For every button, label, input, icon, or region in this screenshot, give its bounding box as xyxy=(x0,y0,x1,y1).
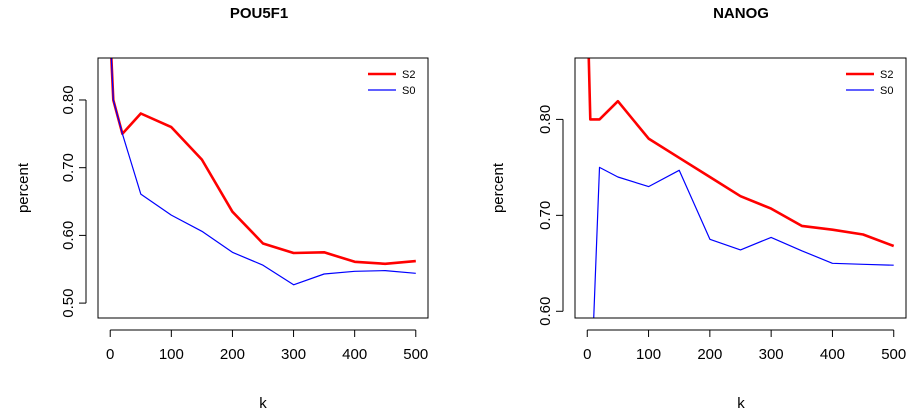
x-tick-label: 300 xyxy=(281,346,306,363)
x-tick-label: 100 xyxy=(159,346,184,363)
legend-label-S0: S0 xyxy=(880,85,893,97)
y-tick-label: 0.60 xyxy=(60,221,77,250)
x-tick-label: 200 xyxy=(220,346,245,363)
x-tick-label: 400 xyxy=(820,346,845,363)
series-line-S0 xyxy=(593,166,894,318)
y-tick-label: 0.70 xyxy=(537,201,554,230)
y-tick-label: 0.60 xyxy=(537,297,554,326)
chart-title: NANOG xyxy=(713,5,769,22)
y-axis-label: percent xyxy=(15,162,32,213)
x-axis: 0 100 200 300 400 500 xyxy=(583,329,906,363)
legend-label-S2: S2 xyxy=(880,69,893,81)
x-axis: 0 100 200 300 400 500 xyxy=(106,329,428,363)
y-tick-label: 0.50 xyxy=(60,289,77,318)
y-tick-label: 0.80 xyxy=(60,85,77,114)
series-line-S0 xyxy=(110,58,416,286)
x-axis-label: k xyxy=(259,395,267,412)
legend-label-S0: S0 xyxy=(402,85,415,97)
x-tick-label: 500 xyxy=(403,346,428,363)
plot-frame xyxy=(97,57,429,319)
series-line-S2 xyxy=(587,58,895,248)
plot-frame xyxy=(574,57,907,319)
chart-panel-1: NANOG 0 100 200 300 400 500 0.60 0.70 0.80 k percen… xyxy=(490,5,907,412)
x-tick-label: 300 xyxy=(759,346,784,363)
y-tick-label: 0.70 xyxy=(60,153,77,182)
series-line-S2 xyxy=(110,58,416,266)
x-tick-label: 0 xyxy=(583,346,591,363)
x-axis-label: k xyxy=(737,395,745,412)
y-axis: 0.50 0.60 0.70 0.80 xyxy=(60,85,87,318)
y-tick-label: 0.80 xyxy=(537,105,554,134)
x-tick-label: 200 xyxy=(697,346,722,363)
x-tick-label: 100 xyxy=(636,346,661,363)
x-tick-label: 500 xyxy=(881,346,906,363)
y-axis: 0.60 0.70 0.80 xyxy=(537,105,564,326)
x-tick-label: 400 xyxy=(342,346,367,363)
chart-title: POU5F1 xyxy=(230,5,288,22)
chart-panel-0: POU5F1 0 100 200 300 400 500 0.50 0.60 0.70 0.80 k p… xyxy=(15,5,429,412)
y-axis-label: percent xyxy=(490,162,507,213)
legend-label-S2: S2 xyxy=(402,69,415,81)
x-tick-label: 0 xyxy=(106,346,114,363)
